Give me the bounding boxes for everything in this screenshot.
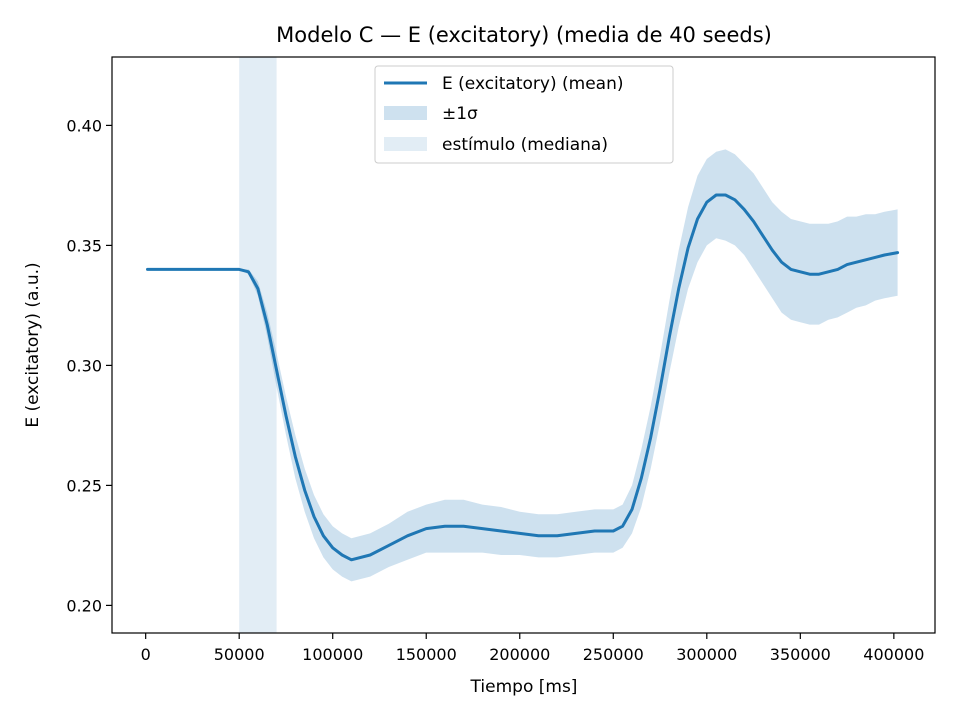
x-tick-label: 350000 xyxy=(770,645,831,664)
legend-swatch-band xyxy=(384,106,427,120)
legend-box xyxy=(374,65,674,164)
x-tick-label: 50000 xyxy=(214,645,265,664)
y-tick-label: 0.35 xyxy=(66,236,102,255)
x-tick-label: 200000 xyxy=(489,645,550,664)
x-tick-label: 150000 xyxy=(396,645,457,664)
legend-label: E (excitatory) (mean) xyxy=(442,74,623,94)
y-tick-label: 0.25 xyxy=(66,476,102,495)
y-axis-label: E (excitatory) (a.u.) xyxy=(23,262,43,427)
axes-frame xyxy=(111,56,936,634)
legend: E (excitatory) (mean) ±1σ estímulo (median… xyxy=(374,65,674,164)
x-tick-label: 400000 xyxy=(863,645,924,664)
x-axis-label: Tiempo [ms] xyxy=(470,677,578,697)
legend-swatch-stimulus xyxy=(384,137,427,151)
x-tick-label: 0 xyxy=(141,645,151,664)
axes: 0 50000 100000 150000 200000 250000 300000 3500… xyxy=(66,56,936,664)
mean-line xyxy=(146,193,900,562)
y-tick-label: 0.30 xyxy=(66,356,102,375)
x-tick-label: 100000 xyxy=(302,645,363,664)
legend-label: ±1σ xyxy=(442,104,478,124)
y-tick-label: 0.40 xyxy=(66,116,102,135)
plot-area xyxy=(146,57,900,633)
x-tick-label: 250000 xyxy=(583,645,644,664)
chart-title: Modelo C — E (excitatory) (media de 40 s… xyxy=(276,23,772,47)
legend-label: estímulo (mediana) xyxy=(442,135,608,155)
x-tick-label: 300000 xyxy=(676,645,737,664)
y-tick-label: 0.20 xyxy=(66,596,102,615)
